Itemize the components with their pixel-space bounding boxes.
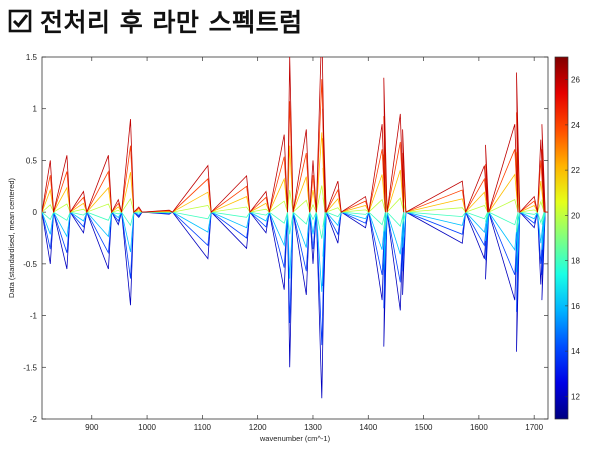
- spectrum-line: [42, 210, 548, 239]
- colorbar-tick-label: 26: [571, 76, 580, 85]
- x-tick-label: 1300: [304, 423, 322, 432]
- spectrum-line: [42, 79, 548, 214]
- y-tick-label: 0: [33, 208, 38, 217]
- x-tick-label: 1400: [359, 423, 377, 432]
- x-tick-label: 1200: [249, 423, 267, 432]
- series-group: [42, 57, 548, 399]
- y-tick-label: -2: [30, 415, 38, 424]
- colorbar-tick-label: 22: [571, 166, 580, 175]
- plot-frame: [41, 56, 549, 420]
- checkbox-checked-icon: [8, 9, 32, 33]
- y-tick-label: -1: [30, 312, 38, 321]
- y-tick-label: -0.5: [23, 260, 37, 269]
- y-axis-label: Data (standardised, mean centered): [7, 177, 16, 298]
- spectrum-line: [42, 57, 548, 214]
- colorbar-tick-label: 24: [571, 121, 580, 130]
- colorbar-tick-label: 20: [571, 211, 580, 220]
- x-tick-label: 1500: [415, 423, 433, 432]
- y-tick-label: -1.5: [23, 363, 37, 372]
- title-row: 전처리 후 라만 스펙트럼: [8, 4, 303, 38]
- y-tick-label: 1: [33, 105, 38, 114]
- x-tick-label: 1000: [138, 423, 156, 432]
- colorbar-tick-label: 14: [571, 347, 580, 356]
- spectrum-line: [42, 210, 548, 346]
- spectrum-line: [42, 185, 548, 214]
- colorbar: [554, 56, 569, 420]
- spectrum-line: [42, 132, 548, 214]
- spectrum-line: [42, 210, 548, 399]
- colorbar-tick-label: 12: [571, 392, 580, 401]
- x-axis-label: wavenumber (cm^-1): [259, 434, 331, 443]
- page-title: 전처리 후 라만 스펙트럼: [40, 8, 303, 37]
- y-tick-label: 1.5: [26, 53, 38, 62]
- x-tick-label: 900: [85, 423, 99, 432]
- colorbar-tick-label: 18: [571, 257, 580, 266]
- spectrum-line: [42, 210, 548, 292]
- x-tick-label: 1100: [194, 423, 212, 432]
- colorbar-tick-label: 16: [571, 302, 580, 311]
- x-tick-label: 1700: [525, 423, 543, 432]
- y-tick-label: 0.5: [26, 156, 38, 165]
- x-tick-label: 1600: [470, 423, 488, 432]
